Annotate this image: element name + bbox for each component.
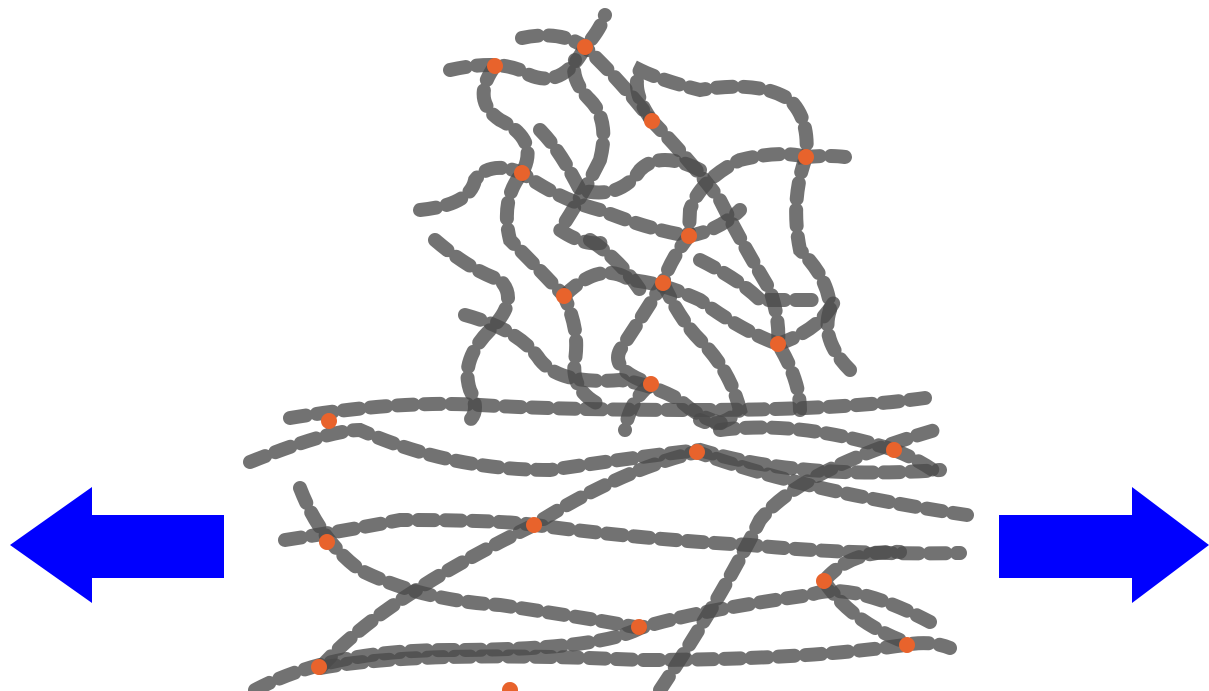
- crosslink: [798, 149, 814, 165]
- crosslink: [689, 444, 705, 460]
- crosslink: [487, 58, 503, 74]
- chain: [564, 273, 800, 410]
- crosslink: [631, 619, 647, 635]
- page: (() => { const data = JSON.parse(documen…: [0, 0, 1209, 691]
- crosslink: [577, 39, 593, 55]
- crosslink: [816, 573, 832, 589]
- crosslink: [556, 288, 572, 304]
- crosslink: [655, 275, 671, 291]
- crosslink: [311, 659, 327, 675]
- chain: [285, 520, 960, 553]
- crosslink: [502, 682, 518, 691]
- stretched-polymer-network: [0, 0, 1209, 691]
- crosslink: [319, 534, 335, 550]
- crosslink: [643, 376, 659, 392]
- crosslink: [321, 413, 337, 429]
- polymer-chains: [250, 15, 967, 690]
- crosslink: [681, 228, 697, 244]
- left-arrow: [10, 487, 224, 603]
- crosslink: [886, 442, 902, 458]
- chain: [290, 398, 925, 418]
- chain: [590, 240, 820, 300]
- crosslink: [526, 517, 542, 533]
- crosslink: [644, 113, 660, 129]
- right-arrow: [999, 487, 1209, 603]
- crosslink: [899, 637, 915, 653]
- stretch-arrows: [10, 487, 1209, 603]
- crosslink: [514, 165, 530, 181]
- crosslink: [770, 336, 786, 352]
